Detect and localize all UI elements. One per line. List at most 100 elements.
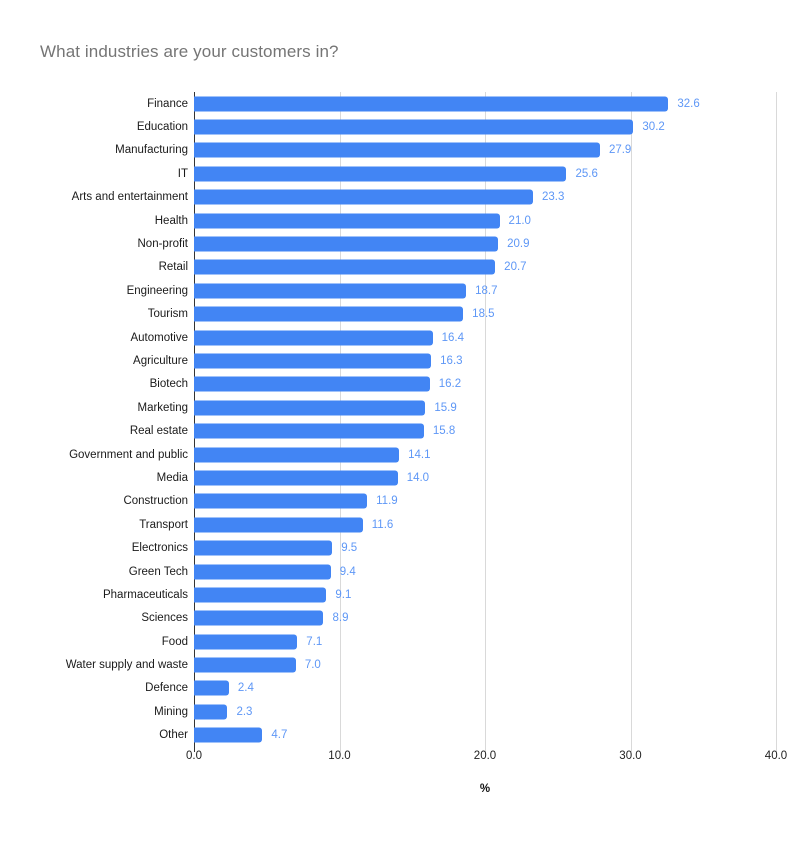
- bar-row: 20.9: [194, 232, 776, 255]
- value-label: 9.5: [341, 542, 358, 555]
- category-label: Green Tech: [128, 565, 188, 578]
- value-label: 16.3: [440, 354, 463, 367]
- bar: [194, 236, 499, 252]
- value-label: 20.7: [504, 261, 527, 274]
- category-label: Construction: [123, 495, 188, 508]
- bar-row: 4.7: [194, 724, 776, 747]
- chart-title: What industries are your customers in?: [40, 42, 339, 61]
- category-label: Retail: [158, 261, 188, 274]
- gridline: [776, 92, 777, 752]
- bar: [194, 376, 430, 392]
- value-label: 25.6: [575, 167, 598, 180]
- x-tick-label: 20.0: [473, 750, 497, 762]
- bar-row: 30.2: [194, 115, 776, 138]
- bar-row: 9.1: [194, 583, 776, 606]
- bar-row: 8.9: [194, 607, 776, 630]
- category-label: Defence: [145, 682, 188, 695]
- category-label: Manufacturing: [115, 144, 188, 157]
- value-label: 4.7: [271, 729, 288, 742]
- value-label: 27.9: [608, 144, 632, 157]
- value-label: 9.1: [335, 588, 352, 601]
- bar: [194, 447, 400, 463]
- bar: [194, 96, 669, 112]
- bar: [194, 353, 432, 369]
- bar-row: 20.7: [194, 256, 776, 279]
- x-tick-label: 40.0: [764, 750, 788, 762]
- bar-row: 2.3: [194, 700, 776, 723]
- bar: [194, 259, 496, 275]
- bar: [194, 330, 433, 346]
- bar-row: 16.3: [194, 349, 776, 372]
- bar-row: 16.2: [194, 373, 776, 396]
- bar: [194, 283, 467, 299]
- value-label: 23.3: [542, 191, 565, 204]
- bar: [194, 470, 398, 486]
- value-label: 30.2: [642, 121, 665, 134]
- category-label: Tourism: [147, 308, 188, 321]
- category-label: Media: [156, 471, 188, 484]
- bar-series: 32.6 30.2 27.9 25.6 23.3 21.0 20.9 20.7 18.7 18.5…: [194, 92, 776, 747]
- category-labels: Finance Education Manufacturing IT Arts and …: [0, 92, 188, 747]
- category-label: Transport: [139, 518, 188, 531]
- bar: [194, 540, 333, 556]
- x-axis-title: %: [479, 783, 491, 795]
- bar-row: 7.1: [194, 630, 776, 653]
- bar: [194, 727, 263, 743]
- category-label: IT: [177, 167, 188, 180]
- bar-row: 11.6: [194, 513, 776, 536]
- bar: [194, 213, 500, 229]
- x-tick-label: 10.0: [328, 750, 351, 762]
- bar: [194, 306, 464, 322]
- category-label: Biotech: [149, 378, 188, 391]
- value-label: 14.1: [408, 448, 431, 461]
- x-axis-ticks: 0.0 10.0 20.0 30.0 40.0: [186, 750, 787, 764]
- value-label: 15.8: [432, 425, 456, 438]
- value-label: 7.0: [304, 659, 321, 672]
- value-label: 8.9: [332, 612, 349, 625]
- category-label: Agriculture: [133, 354, 188, 367]
- category-label: Health: [154, 214, 188, 227]
- bar-row: 7.0: [194, 653, 776, 676]
- value-label: 15.9: [434, 401, 457, 414]
- bar-row: 9.4: [194, 560, 776, 583]
- value-label: 16.4: [441, 331, 464, 344]
- bar-row: 21.0: [194, 209, 776, 232]
- value-label: 21.0: [508, 214, 531, 227]
- bar-row: 14.1: [194, 443, 776, 466]
- value-label: 2.4: [237, 682, 254, 695]
- value-label: 18.7: [475, 284, 498, 297]
- bar: [194, 680, 229, 696]
- category-label: Water supply and waste: [65, 659, 188, 672]
- value-label: 11.9: [376, 495, 398, 508]
- category-label: Arts and entertainment: [71, 191, 188, 204]
- category-label: Pharmaceuticals: [102, 588, 188, 601]
- bar-row: 14.0: [194, 466, 776, 489]
- category-label: Sciences: [141, 612, 188, 625]
- value-label: 14.0: [406, 471, 430, 484]
- value-label: 11.6: [371, 518, 394, 531]
- x-tick-label: 0.0: [186, 750, 202, 762]
- bar: [194, 610, 324, 626]
- x-tick-label: 30.0: [619, 750, 642, 762]
- category-label: Education: [136, 121, 188, 134]
- category-label: Electronics: [131, 542, 188, 555]
- bar-row: 18.5: [194, 303, 776, 326]
- category-label: Non-profit: [137, 238, 189, 251]
- bar-row: 27.9: [194, 139, 776, 162]
- value-label: 7.1: [306, 635, 323, 648]
- value-label: 18.5: [472, 308, 495, 321]
- bar-row: 2.4: [194, 677, 776, 700]
- category-label: Finance: [147, 97, 188, 110]
- category-label: Engineering: [126, 284, 188, 297]
- bar: [194, 142, 600, 158]
- bar: [194, 587, 327, 603]
- bar-row: 9.5: [194, 536, 776, 559]
- bar-row: 11.9: [194, 490, 776, 513]
- bar-row: 15.8: [194, 419, 776, 442]
- value-label: 32.6: [677, 97, 700, 110]
- value-label: 20.9: [507, 238, 530, 251]
- bar-row: 32.6: [194, 92, 776, 115]
- category-label: Automotive: [130, 331, 188, 344]
- bar: [194, 704, 228, 720]
